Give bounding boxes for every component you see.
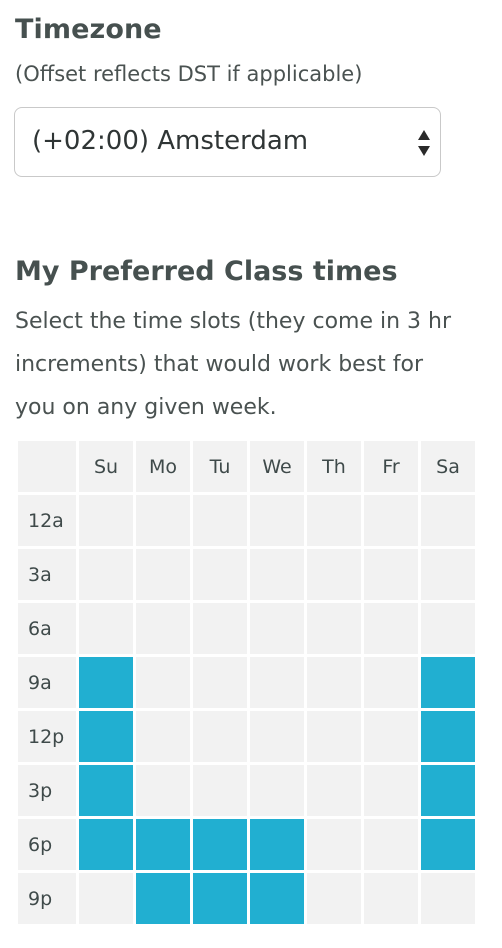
timezone-select-value: (+02:00) Amsterdam (32, 126, 309, 156)
schedule-grid: Su Mo Tu We Th Fr Sa 12a 3a 6a 9a 12p 3p 6p 9p (18, 441, 475, 924)
time-label-9a: 9a (18, 657, 76, 708)
time-slot-fr-3p[interactable] (364, 765, 418, 816)
time-slot-su-3p[interactable] (79, 765, 133, 816)
grid-corner (18, 441, 76, 492)
time-label-3a: 3a (18, 549, 76, 600)
time-slot-mo-12a[interactable] (136, 495, 190, 546)
time-slot-fr-12p[interactable] (364, 711, 418, 762)
time-slot-mo-3a[interactable] (136, 549, 190, 600)
time-label-6p: 6p (18, 819, 76, 870)
time-slot-sa-6p[interactable] (421, 819, 475, 870)
time-slot-su-9a[interactable] (79, 657, 133, 708)
time-slot-tu-3a[interactable] (193, 549, 247, 600)
time-slot-su-12a[interactable] (79, 495, 133, 546)
time-slot-fr-9p[interactable] (364, 873, 418, 924)
timezone-subtitle: (Offset reflects DST if applicable) (15, 62, 363, 86)
time-slot-tu-9p[interactable] (193, 873, 247, 924)
preferred-times-description: Select the time slots (they come in 3 hr… (15, 309, 452, 420)
time-slot-we-3p[interactable] (250, 765, 304, 816)
time-slot-we-6p[interactable] (250, 819, 304, 870)
time-slot-we-9a[interactable] (250, 657, 304, 708)
time-slot-we-9p[interactable] (250, 873, 304, 924)
day-header-su: Su (79, 441, 133, 492)
time-slot-th-3p[interactable] (307, 765, 361, 816)
timezone-select[interactable]: (+02:00) Amsterdam (14, 107, 441, 177)
day-header-mo: Mo (136, 441, 190, 492)
time-slot-we-6a[interactable] (250, 603, 304, 654)
day-header-th: Th (307, 441, 361, 492)
preferred-times-heading: My Preferred Class times (15, 256, 398, 287)
time-slot-th-6a[interactable] (307, 603, 361, 654)
time-slot-tu-6a[interactable] (193, 603, 247, 654)
time-slot-su-12p[interactable] (79, 711, 133, 762)
time-label-12a: 12a (18, 495, 76, 546)
time-slot-tu-12a[interactable] (193, 495, 247, 546)
time-slot-fr-9a[interactable] (364, 657, 418, 708)
time-slot-tu-6p[interactable] (193, 819, 247, 870)
time-slot-th-12p[interactable] (307, 711, 361, 762)
time-slot-fr-3a[interactable] (364, 549, 418, 600)
time-slot-we-3a[interactable] (250, 549, 304, 600)
time-slot-sa-6a[interactable] (421, 603, 475, 654)
time-label-6a: 6a (18, 603, 76, 654)
time-slot-su-6p[interactable] (79, 819, 133, 870)
time-slot-sa-12p[interactable] (421, 711, 475, 762)
time-slot-we-12a[interactable] (250, 495, 304, 546)
select-updown-arrows-icon (418, 130, 430, 156)
time-slot-mo-9a[interactable] (136, 657, 190, 708)
time-slot-th-12a[interactable] (307, 495, 361, 546)
time-slot-su-9p[interactable] (79, 873, 133, 924)
time-slot-th-9p[interactable] (307, 873, 361, 924)
day-header-sa: Sa (421, 441, 475, 492)
time-slot-sa-9p[interactable] (421, 873, 475, 924)
time-slot-th-3a[interactable] (307, 549, 361, 600)
time-slot-fr-6a[interactable] (364, 603, 418, 654)
time-slot-th-6p[interactable] (307, 819, 361, 870)
timezone-heading: Timezone (15, 14, 162, 45)
time-slot-su-6a[interactable] (79, 603, 133, 654)
time-slot-fr-12a[interactable] (364, 495, 418, 546)
time-slot-fr-6p[interactable] (364, 819, 418, 870)
time-slot-mo-3p[interactable] (136, 765, 190, 816)
time-slot-sa-3p[interactable] (421, 765, 475, 816)
time-label-9p: 9p (18, 873, 76, 924)
time-slot-mo-9p[interactable] (136, 873, 190, 924)
time-label-12p: 12p (18, 711, 76, 762)
time-slot-sa-9a[interactable] (421, 657, 475, 708)
time-slot-tu-3p[interactable] (193, 765, 247, 816)
time-slot-tu-9a[interactable] (193, 657, 247, 708)
day-header-tu: Tu (193, 441, 247, 492)
time-slot-mo-12p[interactable] (136, 711, 190, 762)
time-slot-sa-12a[interactable] (421, 495, 475, 546)
time-slot-mo-6a[interactable] (136, 603, 190, 654)
time-slot-su-3a[interactable] (79, 549, 133, 600)
time-slot-we-12p[interactable] (250, 711, 304, 762)
time-slot-mo-6p[interactable] (136, 819, 190, 870)
time-label-3p: 3p (18, 765, 76, 816)
day-header-fr: Fr (364, 441, 418, 492)
day-header-we: We (250, 441, 304, 492)
time-slot-th-9a[interactable] (307, 657, 361, 708)
time-slot-tu-12p[interactable] (193, 711, 247, 762)
time-slot-sa-3a[interactable] (421, 549, 475, 600)
